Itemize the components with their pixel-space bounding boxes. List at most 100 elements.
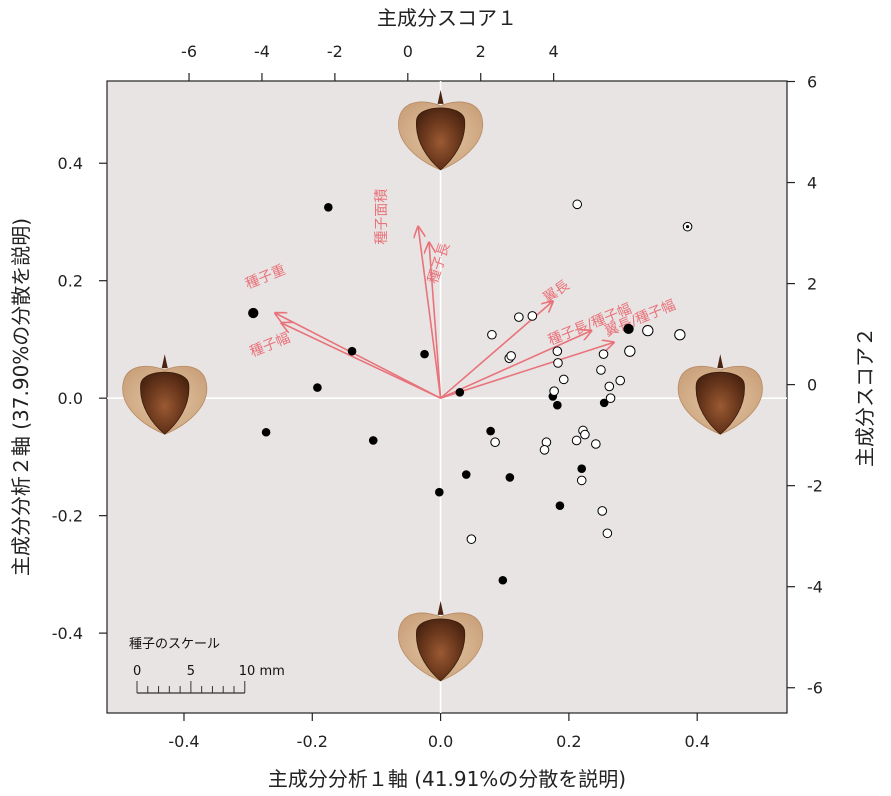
point-filled <box>577 464 587 473</box>
x-tick-label: -0.4 <box>168 732 199 751</box>
seed-scale-bar: 種子のスケール 0 5 10 mm <box>129 636 285 694</box>
point-open <box>642 324 654 337</box>
point-open <box>490 437 500 448</box>
point-open <box>514 312 524 322</box>
scale-bar-label: 5 <box>187 664 195 679</box>
point-open <box>558 374 569 385</box>
point-open <box>553 358 563 368</box>
top-tick-label: 2 <box>476 42 486 61</box>
point-open <box>571 435 582 446</box>
right-axis: -6 -4 -2 0 2 4 6 <box>787 73 823 698</box>
loading-label: 種子面積 <box>374 189 390 245</box>
point-open <box>596 365 606 375</box>
seed-image-right <box>677 354 763 435</box>
point-filled <box>599 398 609 408</box>
plot-panel <box>106 80 788 714</box>
y-tick-label: -0.2 <box>52 507 83 526</box>
left-axis: -0.4 -0.2 0.0 0.2 0.4 <box>52 154 107 643</box>
top-tick-label: 0 <box>403 42 413 61</box>
point-filled <box>486 426 495 436</box>
seed-image-left <box>122 354 208 435</box>
seed-images <box>122 89 763 682</box>
point-open <box>604 381 615 392</box>
loading-arrow <box>440 331 592 399</box>
point-open <box>506 351 516 361</box>
bottom-axis: -0.4 -0.2 0.0 0.2 0.4 <box>168 713 710 751</box>
point-open <box>539 445 550 455</box>
point-filled <box>313 383 322 392</box>
point-open <box>598 349 609 359</box>
seed-body <box>140 371 190 435</box>
point-open <box>615 375 626 386</box>
seed-tip <box>437 89 444 104</box>
right-tick-label: -6 <box>807 679 823 698</box>
y-tick-label: 0.4 <box>58 154 83 173</box>
point-open <box>597 506 608 516</box>
right-tick-label: 2 <box>807 275 817 294</box>
point-filled <box>368 436 378 445</box>
y-tick-label: 0.0 <box>58 389 83 408</box>
right-tick-label: 6 <box>807 73 817 92</box>
point-filled <box>324 202 333 212</box>
loading-arrow <box>440 342 614 399</box>
loading-arrow <box>429 243 442 399</box>
point-open <box>591 439 601 449</box>
top-axis-title: 主成分スコア１ <box>377 6 517 30</box>
point-filled <box>420 349 429 359</box>
x-axis-title: 主成分分析１軸 (41.91%の分散を説明) <box>268 767 626 791</box>
data-points <box>248 199 693 585</box>
x-tick-label: 0.0 <box>428 732 453 751</box>
loading-arrow <box>281 323 441 399</box>
seed-image-bottom <box>398 600 483 682</box>
point-open <box>572 199 583 210</box>
point-open <box>549 386 559 396</box>
seed-tip <box>717 354 724 369</box>
scale-bar-label: 0 <box>133 664 141 679</box>
x-tick-label: 0.4 <box>684 732 709 751</box>
point-filled <box>555 501 565 510</box>
right-tick-label: -2 <box>807 477 823 496</box>
y-tick-label: -0.4 <box>52 624 83 643</box>
seed-body <box>695 371 745 435</box>
right-tick-label: 4 <box>807 174 817 193</box>
top-axis: -6 -4 -2 0 2 4 <box>181 42 559 81</box>
y-tick-label: 0.2 <box>58 272 83 291</box>
point-filled <box>553 400 562 410</box>
point-open-dot <box>685 225 690 229</box>
point-open <box>580 429 590 440</box>
scale-bar-label: 10 mm <box>239 664 285 679</box>
seed-tip <box>437 600 444 615</box>
point-filled <box>623 323 634 335</box>
seed-body <box>416 107 466 171</box>
top-tick-label: -2 <box>327 42 343 61</box>
seed-image-top <box>398 89 483 171</box>
seed-tip <box>161 354 168 369</box>
point-filled <box>248 307 259 319</box>
right-tick-label: -4 <box>807 578 823 597</box>
y-axis-title: 主成分分析２軸 (37.90%の分散を説明) <box>9 218 33 576</box>
point-filled <box>498 575 508 585</box>
x-tick-label: 0.2 <box>556 732 581 751</box>
top-tick-label: 4 <box>549 42 559 61</box>
top-tick-label: -6 <box>181 42 197 61</box>
point-open <box>527 311 538 321</box>
point-open <box>605 393 616 403</box>
x-tick-label: -0.2 <box>297 732 328 751</box>
point-filled <box>261 427 271 437</box>
point-open <box>466 534 477 544</box>
loading-arrow <box>275 313 441 399</box>
loading-arrow <box>418 227 442 399</box>
right-tick-label: 0 <box>807 376 817 395</box>
point-open <box>487 329 497 340</box>
point-filled <box>347 346 357 356</box>
point-open <box>552 346 563 356</box>
point-filled <box>455 388 465 397</box>
point-open <box>624 345 636 357</box>
point-filled <box>435 487 444 497</box>
seed-body <box>416 618 466 682</box>
point-open <box>674 329 686 341</box>
point-open <box>576 475 587 486</box>
right-axis-title: 主成分スコア２ <box>853 327 877 467</box>
point-filled <box>505 473 515 482</box>
